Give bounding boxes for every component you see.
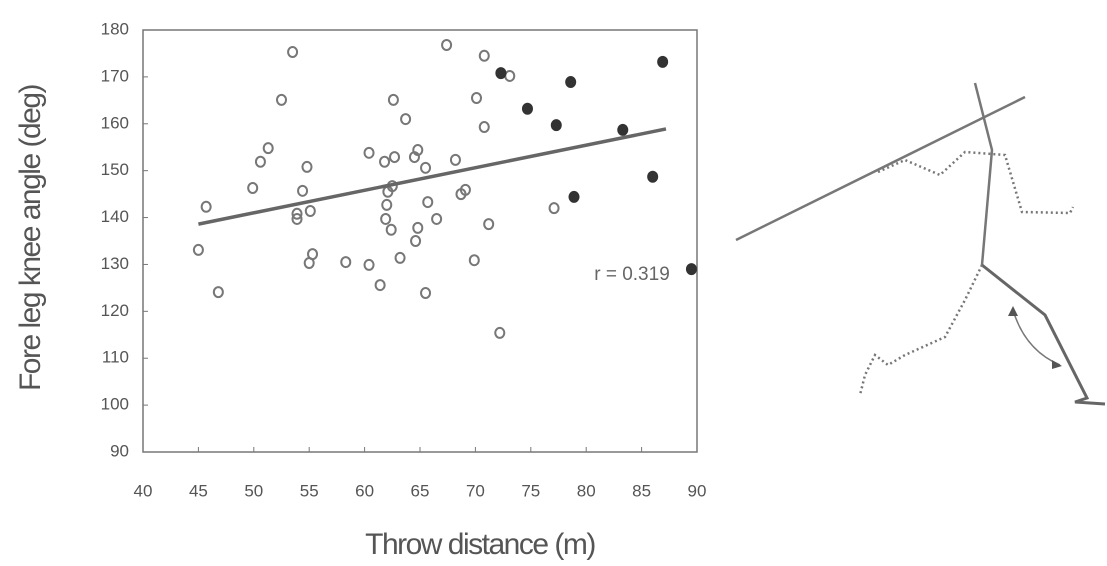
point: [212, 286, 224, 299]
y-tick-label: 170: [101, 66, 129, 85]
x-tick-label: 40: [134, 481, 153, 500]
point: [374, 279, 386, 292]
javelin: [735, 95, 1026, 242]
point: [449, 153, 461, 166]
y-tick-label: 180: [101, 19, 129, 38]
point: [617, 123, 629, 136]
x-axis-label: Throw distance (m): [365, 528, 595, 561]
point: [254, 155, 266, 168]
arc-arrowheads: [1008, 306, 1062, 369]
point: [262, 142, 274, 155]
point: [247, 182, 259, 195]
point: [192, 243, 204, 256]
x-tick-label: 75: [521, 481, 540, 500]
annotation: r = 0.319: [594, 264, 670, 285]
torso: [973, 82, 994, 266]
point: [422, 196, 434, 209]
point: [647, 170, 659, 183]
point: [685, 263, 697, 276]
angle-arc: [1012, 309, 1061, 366]
point: [387, 93, 399, 106]
x-tick-label: 60: [355, 481, 374, 500]
point: [303, 257, 315, 270]
x-tick-label: 45: [189, 481, 208, 500]
point: [441, 39, 453, 52]
point: [478, 121, 490, 134]
x-tick-label: 90: [688, 481, 707, 500]
fit-line: [198, 127, 667, 226]
y-tick-label: 140: [101, 207, 129, 226]
point: [385, 223, 397, 236]
point: [381, 198, 393, 211]
point: [548, 202, 560, 215]
x-tick-label: 50: [244, 481, 263, 500]
x-tick-label: 65: [411, 481, 430, 500]
y-tick-label: 90: [110, 441, 129, 460]
point: [478, 49, 490, 62]
point: [565, 76, 577, 89]
point: [291, 207, 303, 220]
y-tick-label: 100: [101, 395, 129, 414]
point: [379, 155, 391, 168]
point: [420, 287, 432, 300]
point: [494, 326, 506, 339]
point: [363, 258, 375, 271]
point: [297, 184, 309, 197]
point: [412, 221, 424, 234]
y-axis-label: Fore leg knee angle (deg): [14, 84, 47, 391]
point: [550, 119, 562, 132]
point: [410, 235, 422, 247]
point: [657, 55, 669, 68]
y-tick-label: 160: [101, 113, 129, 132]
arm: [877, 150, 1075, 215]
point: [200, 200, 212, 213]
javelin-figure: [735, 82, 1106, 406]
point: [431, 212, 443, 225]
point: [471, 91, 483, 104]
point: [568, 190, 580, 203]
point: [363, 146, 375, 159]
point: [291, 212, 303, 225]
point: [412, 144, 424, 157]
point: [468, 254, 480, 267]
x-tick-label: 80: [577, 481, 596, 500]
x-tick-label: 85: [632, 481, 651, 500]
point: [340, 256, 352, 269]
point: [287, 46, 299, 59]
y-tick-label: 110: [102, 348, 129, 367]
point: [301, 160, 313, 173]
point: [304, 204, 316, 217]
point: [504, 69, 516, 82]
point: [394, 251, 406, 264]
x-tick-label: 55: [300, 481, 319, 500]
point: [389, 151, 401, 164]
fore-leg: [981, 263, 1106, 406]
x-tick-label: 70: [466, 481, 485, 500]
point: [521, 102, 533, 115]
point: [380, 212, 392, 225]
point: [276, 93, 287, 106]
point: [483, 218, 495, 231]
point: [400, 113, 412, 126]
point: [420, 161, 432, 174]
point: [459, 183, 471, 196]
point: [495, 67, 507, 80]
y-tick-label: 150: [101, 160, 129, 179]
y-tick-label: 120: [101, 301, 129, 320]
y-tick-label: 130: [101, 254, 129, 273]
back-leg: [858, 264, 984, 396]
